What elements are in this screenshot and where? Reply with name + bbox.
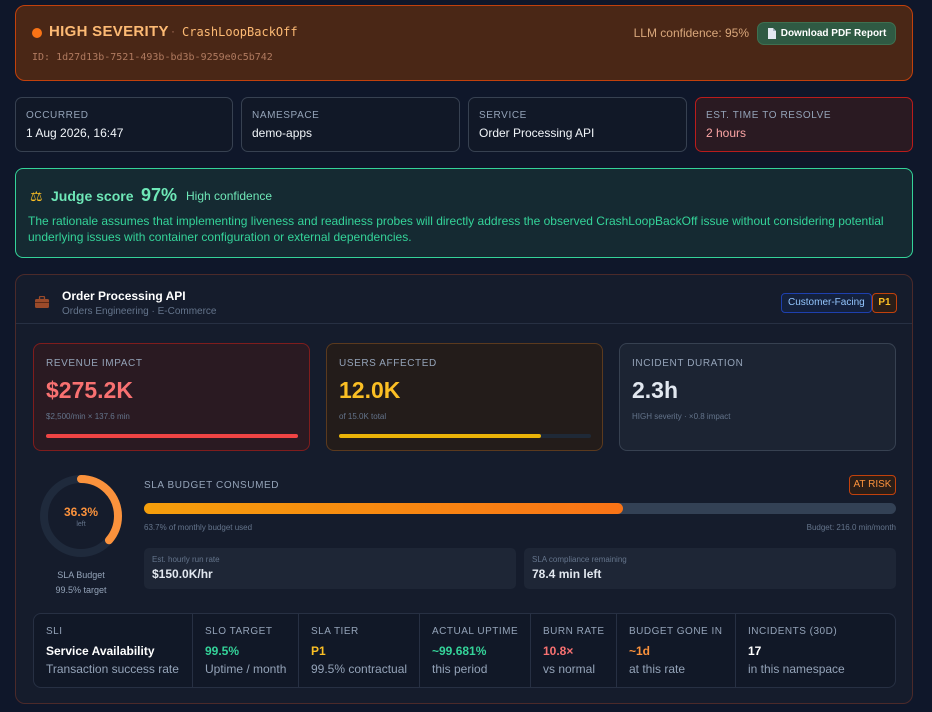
revenue-bar-fill [46,434,298,438]
slo-target-sub: Uptime / month [205,662,287,676]
sla-remaining-pct: 36.3% [63,505,99,519]
revenue-label: REVENUE IMPACT [46,358,143,369]
duration-value: 2.3h [632,377,679,403]
at-risk-badge: AT RISK [849,475,896,495]
sla-used-text: 63.7% of monthly budget used [144,523,253,532]
revenue-sub: $2,500/min × 137.6 min [46,412,130,421]
business-impact-panel: Order Processing API Orders Engineering … [15,274,913,704]
burn-rate-sub: vs normal [543,662,596,676]
header-separator: · [171,24,175,38]
sla-budget-donut [40,475,122,557]
sla-title: SLA BUDGET CONSUMED [144,480,280,491]
document-icon [767,28,776,39]
sla-tier-col: SLA TIER P1 99.5% contractual [298,614,419,687]
judge-rationale: The rationale assumes that implementing … [28,214,884,244]
namespace-value: demo-apps [252,126,313,140]
actual-uptime-value: ~99.681% [432,644,487,658]
scales-icon: ⚖ [30,188,43,204]
duration-label: INCIDENT DURATION [632,358,744,369]
users-affected-card: USERS AFFECTED 12.0K of 15.0K total [326,343,603,451]
donut-remaining-arc [40,475,122,557]
panel-divider [16,323,912,324]
customer-facing-badge: Customer-Facing [781,293,872,313]
judge-panel: ⚖ Judge score 97% High confidence The ra… [15,168,913,258]
budget-gone-col: BUDGET GONE IN ~1d at this rate [616,614,735,687]
slo-target-value: 99.5% [205,644,240,658]
sli-value: Service Availability [46,644,155,658]
sla-consumed-bar [144,503,896,514]
sli-label: SLI [46,626,63,637]
run-rate-value: $150.0K/hr [152,567,213,581]
actual-uptime-sub: this period [432,662,488,676]
namespace-label: NAMESPACE [252,110,320,121]
occurred-card: OCCURRED 1 Aug 2026, 16:47 [15,97,233,152]
users-sub: of 15.0K total [339,412,387,421]
actual-uptime-label: ACTUAL UPTIME [432,626,519,637]
incidents-value: 17 [748,644,762,658]
service-name: Order Processing API [62,289,186,303]
sla-tier-value: P1 [311,644,326,658]
priority-badge: P1 [872,293,897,313]
incidents-col: INCIDENTS (30D) 17 in this namespace [735,614,895,687]
compliance-value: 78.4 min left [532,567,602,581]
slo-target-col: SLO TARGET 99.5% Uptime / month [192,614,298,687]
service-value: Order Processing API [479,126,595,140]
compliance-box: SLA compliance remaining 78.4 min left [524,548,896,589]
incident-duration-card: INCIDENT DURATION 2.3h HIGH severity · ×… [619,343,896,451]
actual-uptime-col: ACTUAL UPTIME ~99.681% this period [419,614,530,687]
severity-dot-icon [32,28,42,38]
sla-consumed-fill [144,503,624,514]
sla-left-label: left [76,521,86,528]
revenue-value: $275.2K [46,377,133,403]
error-code: CrashLoopBackOff [182,25,298,39]
duration-sub: HIGH severity · ×0.8 impact [632,412,731,421]
incidents-label: INCIDENTS (30D) [748,626,838,637]
judge-score: 97% [141,185,178,205]
sla-tier-label: SLA TIER [311,626,359,637]
namespace-card: NAMESPACE demo-apps [241,97,460,152]
sla-budget-text: Budget: 216.0 min/month [806,523,896,532]
budget-gone-value: ~1d [629,644,651,658]
incidents-sub: in this namespace [748,662,845,676]
est-resolve-value: 2 hours [706,126,747,140]
download-pdf-label: Download PDF Report [780,28,887,39]
est-resolve-card: EST. TIME TO RESOLVE 2 hours [695,97,913,152]
service-label: SERVICE [479,110,527,121]
incident-header: HIGH SEVERITY · CrashLoopBackOff ID: 1d2… [15,5,913,81]
burn-rate-col: BURN RATE 10.8× vs normal [530,614,616,687]
burn-rate-label: BURN RATE [543,626,605,637]
revenue-bar [46,434,298,438]
briefcase-icon [34,295,50,312]
service-subtitle: Orders Engineering · E-Commerce [62,306,217,317]
judge-confidence: High confidence [186,189,273,203]
compliance-label: SLA compliance remaining [532,555,627,564]
users-value: 12.0K [339,377,401,403]
users-bar-fill [339,434,541,438]
slo-target-label: SLO TARGET [205,626,273,637]
download-pdf-button[interactable]: Download PDF Report [757,22,896,45]
burn-rate-value: 10.8× [543,644,574,658]
severity-title: HIGH SEVERITY [49,23,169,40]
sli-sub: Transaction success rate [46,662,179,676]
users-label: USERS AFFECTED [339,358,437,369]
incident-id: ID: 1d27d13b-7521-493b-bd3b-9259e0c5b742 [32,52,273,63]
users-bar [339,434,591,438]
budget-gone-label: BUDGET GONE IN [629,626,723,637]
service-card: SERVICE Order Processing API [468,97,687,152]
sla-donut-label: SLA Budget [57,570,105,580]
occurred-value: 1 Aug 2026, 16:47 [26,126,124,140]
budget-gone-sub: at this rate [629,662,686,676]
sla-donut-target: 99.5% target [55,585,107,595]
run-rate-label: Est. hourly run rate [152,555,220,564]
run-rate-box: Est. hourly run rate $150.0K/hr [144,548,516,589]
sla-tier-sub: 99.5% contractual [311,662,408,676]
judge-title: Judge score [51,188,134,204]
occurred-label: OCCURRED [26,110,89,121]
sli-summary-row: SLI Service Availability Transaction suc… [33,613,896,688]
sli-col: SLI Service Availability Transaction suc… [34,614,192,687]
revenue-impact-card: REVENUE IMPACT $275.2K $2,500/min × 137.… [33,343,310,451]
est-resolve-label: EST. TIME TO RESOLVE [706,110,832,121]
llm-confidence: LLM confidence: 95% [633,26,749,40]
